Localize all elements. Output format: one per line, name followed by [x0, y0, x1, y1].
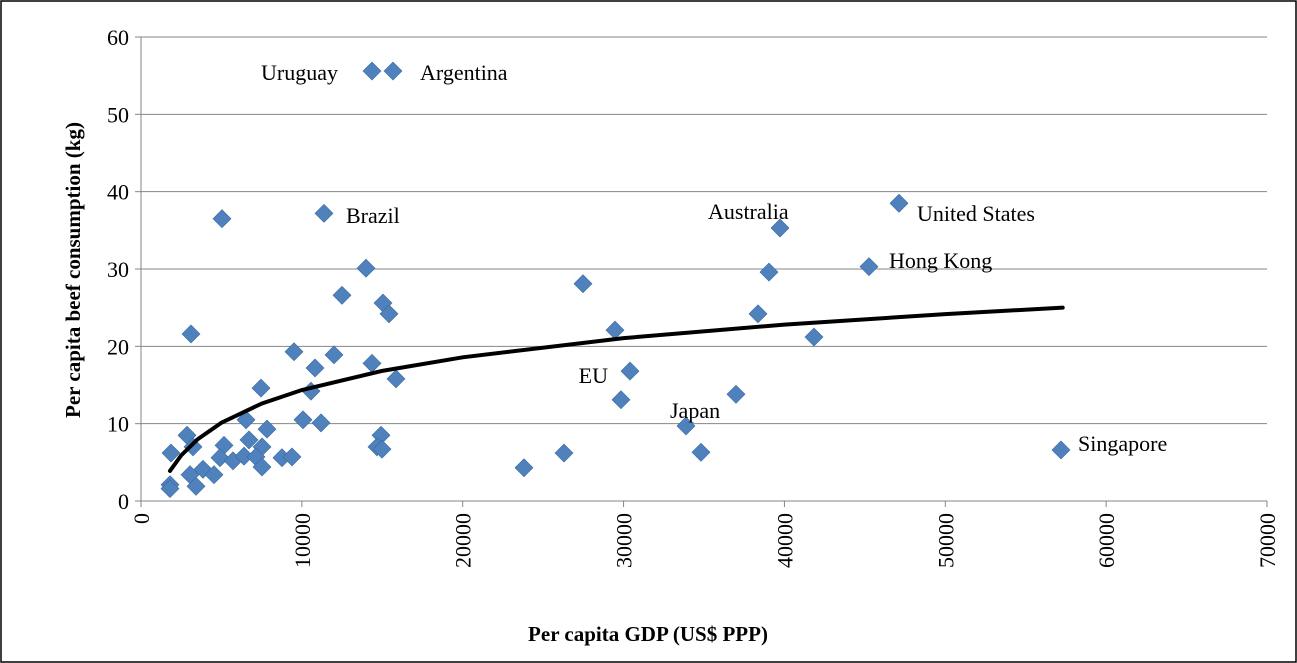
x-axis-title: Per capita GDP (US$ PPP)	[528, 622, 768, 646]
annotation: United States	[917, 201, 1035, 226]
annotation: Japan	[670, 398, 720, 423]
x-tick-label: 40000	[772, 513, 797, 568]
point	[293, 410, 313, 430]
x-tick-label: 10000	[290, 513, 315, 568]
point	[691, 442, 711, 462]
point	[305, 358, 325, 378]
x-tick-label: 20000	[451, 513, 476, 568]
point	[748, 304, 768, 324]
x-tick-label: 60000	[1094, 513, 1119, 568]
y-tick-label: 20	[107, 334, 129, 359]
point	[251, 378, 271, 398]
point	[234, 446, 254, 466]
y-tick-label: 60	[107, 25, 129, 50]
point	[311, 413, 331, 433]
point	[181, 324, 201, 344]
point	[770, 218, 790, 238]
annotation: EU	[579, 363, 608, 388]
trendline	[167, 305, 1065, 473]
annotation: Argentina	[420, 60, 508, 85]
point	[314, 203, 334, 223]
point	[160, 479, 180, 499]
point	[804, 327, 824, 347]
annotation: Uruguay	[261, 60, 338, 85]
point	[379, 304, 399, 324]
point	[161, 443, 181, 463]
point	[573, 274, 593, 294]
point	[257, 419, 277, 439]
point	[186, 476, 206, 496]
y-tick-label: 50	[107, 102, 129, 127]
point	[204, 465, 224, 485]
point	[889, 193, 909, 213]
x-tick-label: 30000	[612, 513, 637, 568]
point	[362, 61, 382, 81]
y-tick-label: 30	[107, 257, 129, 282]
x-tick-label: 0	[129, 513, 154, 524]
y-axis-title: Per capita beef consumption (kg)	[61, 122, 85, 418]
point	[212, 209, 232, 229]
point	[372, 439, 392, 459]
y-tick-label: 10	[107, 412, 129, 437]
x-tick-label: 50000	[933, 513, 958, 568]
point	[239, 430, 259, 450]
point	[282, 447, 302, 467]
annotation: Hong Kong	[889, 248, 992, 273]
annotation: Brazil	[346, 203, 400, 228]
point	[383, 61, 403, 81]
y-tick-label: 0	[118, 489, 129, 514]
point	[324, 345, 344, 365]
point	[676, 416, 696, 436]
point	[1051, 440, 1071, 460]
point	[611, 390, 631, 410]
point	[726, 384, 746, 404]
point	[332, 285, 352, 305]
annotation: Australia	[708, 199, 789, 224]
point	[620, 361, 640, 381]
point	[514, 458, 534, 478]
point	[859, 257, 879, 277]
x-tick-label: 70000	[1255, 513, 1280, 568]
point	[183, 437, 203, 457]
y-tick-label: 40	[107, 180, 129, 205]
point	[252, 457, 272, 477]
point	[554, 443, 574, 463]
point	[356, 258, 376, 278]
point	[759, 262, 779, 282]
point	[284, 342, 304, 362]
point	[386, 369, 406, 389]
annotation: Singapore	[1078, 431, 1167, 456]
point	[210, 448, 230, 468]
point	[236, 410, 256, 430]
